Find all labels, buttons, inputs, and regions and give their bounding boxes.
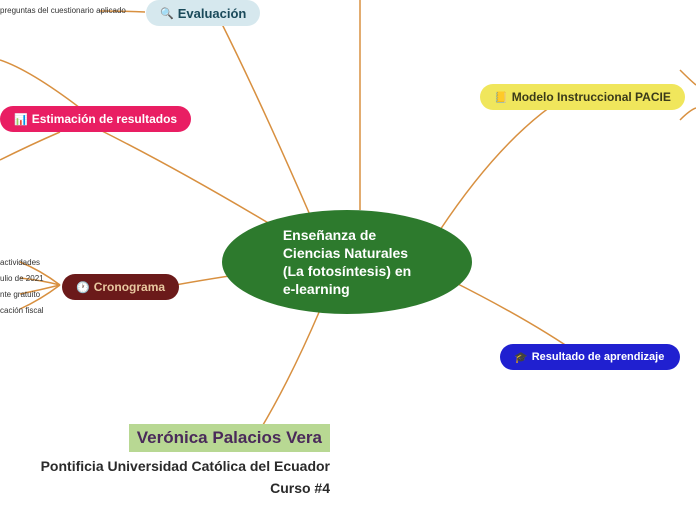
resultado-label: Resultado de aprendizaje <box>532 351 665 363</box>
cronograma-label: Cronograma <box>94 280 165 294</box>
author-line-0: Pontificia Universidad Católica del Ecua… <box>0 458 330 474</box>
pacie-icon: 📒 <box>494 91 508 104</box>
author-name: Verónica Palacios Vera <box>129 424 330 452</box>
leaf-cronograma-3: cación fiscal <box>0 306 44 315</box>
branch-evaluacion[interactable]: 🔍 Evaluación <box>146 0 260 26</box>
estimacion-label: Estimación de resultados <box>32 112 177 126</box>
pacie-label: Modelo Instruccional PACIE <box>512 90 671 104</box>
evaluacion-label: Evaluación <box>178 6 247 21</box>
estimacion-icon: 📊 <box>14 113 28 126</box>
leaf-cronograma-2: nte gratuito <box>0 290 40 299</box>
author-line-1: Curso #4 <box>0 480 330 496</box>
branch-resultado[interactable]: 🎓 Resultado de aprendizaje <box>500 344 680 370</box>
cronograma-icon: 🕐 <box>76 281 90 294</box>
branch-cronograma[interactable]: 🕐 Cronograma <box>62 274 179 300</box>
branch-estimacion[interactable]: 📊 Estimación de resultados <box>0 106 191 132</box>
leaf-evaluacion-0: preguntas del cuestionario aplicado <box>0 6 126 15</box>
center-node[interactable]: Enseñanza deCiencias Naturales(La fotosí… <box>222 210 472 314</box>
evaluacion-icon: 🔍 <box>160 7 174 20</box>
author-block: Verónica Palacios Vera Pontificia Univer… <box>0 424 330 496</box>
branch-pacie[interactable]: 📒 Modelo Instruccional PACIE <box>480 84 685 110</box>
leaf-cronograma-0: actividades <box>0 258 40 267</box>
center-title: Enseñanza deCiencias Naturales(La fotosí… <box>283 226 411 299</box>
leaf-cronograma-1: ulio de 2021 <box>0 274 44 283</box>
resultado-icon: 🎓 <box>514 351 528 364</box>
mindmap-canvas: Enseñanza deCiencias Naturales(La fotosí… <box>0 0 696 520</box>
